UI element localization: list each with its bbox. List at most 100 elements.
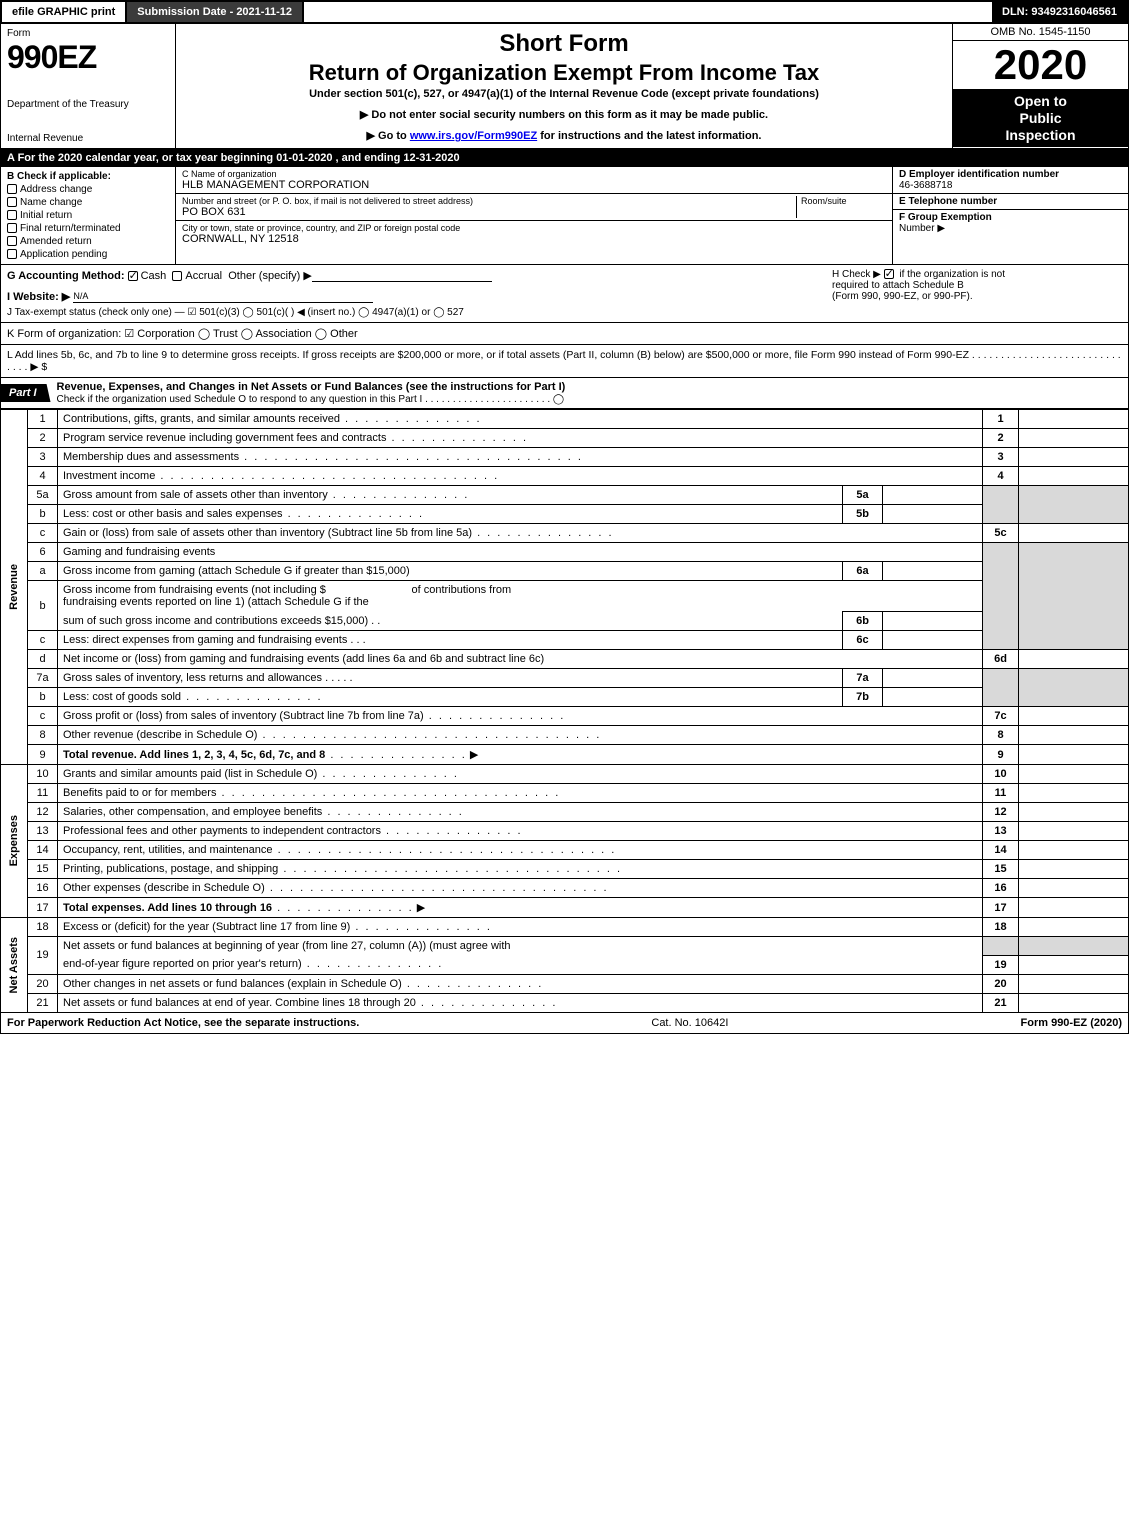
row-k: K Form of organization: ☑ Corporation ◯ … <box>0 323 1129 345</box>
line-6b-desc-2: sum of such gross income and contributio… <box>58 612 843 631</box>
line-6b-snum: 6b <box>843 612 883 631</box>
line-5c-val[interactable] <box>1019 524 1129 543</box>
other-specify-input[interactable] <box>312 270 492 282</box>
line-7b-num: b <box>28 688 58 707</box>
part-1-title-text: Revenue, Expenses, and Changes in Net As… <box>57 381 566 393</box>
line-3-num: 3 <box>28 448 58 467</box>
chk-address-change-label: Address change <box>20 184 92 195</box>
line-6a-desc: Gross income from gaming (attach Schedul… <box>58 562 843 581</box>
line-15-rnum: 15 <box>983 860 1019 879</box>
telephone-label: E Telephone number <box>899 196 1122 207</box>
line-6d-val[interactable] <box>1019 650 1129 669</box>
line-1-val[interactable] <box>1019 410 1129 429</box>
line-15-num: 15 <box>28 860 58 879</box>
line-13-val[interactable] <box>1019 822 1129 841</box>
line-6b-desc-1: Gross income from fundraising events (no… <box>58 581 983 612</box>
line-3-val[interactable] <box>1019 448 1129 467</box>
line-17-val[interactable] <box>1019 898 1129 918</box>
chk-initial-return[interactable] <box>7 210 17 220</box>
line-7a-snum: 7a <box>843 669 883 688</box>
line-7b-desc: Less: cost of goods sold <box>58 688 843 707</box>
line-12-val[interactable] <box>1019 803 1129 822</box>
right-header-box: OMB No. 1545-1150 2020 Open to Public In… <box>953 24 1128 148</box>
line-6b-sval[interactable] <box>883 612 983 631</box>
line-4-val[interactable] <box>1019 467 1129 486</box>
line-17-num: 17 <box>28 898 58 918</box>
line-2-val[interactable] <box>1019 429 1129 448</box>
chk-accrual[interactable] <box>172 271 182 281</box>
line-11-rnum: 11 <box>983 784 1019 803</box>
line-10-val[interactable] <box>1019 765 1129 784</box>
line-4-num: 4 <box>28 467 58 486</box>
line-7ab-shade <box>983 669 1019 707</box>
line-5b-sval[interactable] <box>883 505 983 524</box>
line-18-desc: Excess or (deficit) for the year (Subtra… <box>58 918 983 937</box>
line-5a-sval[interactable] <box>883 486 983 505</box>
line-14-val[interactable] <box>1019 841 1129 860</box>
subtitle: Under section 501(c), 527, or 4947(a)(1)… <box>309 88 819 100</box>
chk-address-change[interactable] <box>7 184 17 194</box>
line-2-rnum: 2 <box>983 429 1019 448</box>
line-11-desc: Benefits paid to or for members <box>58 784 983 803</box>
line-12-num: 12 <box>28 803 58 822</box>
line-13-desc: Professional fees and other payments to … <box>58 822 983 841</box>
line-6-shade-val <box>1019 543 1129 650</box>
line-5a-num: 5a <box>28 486 58 505</box>
chk-final-return[interactable] <box>7 223 17 233</box>
line-15-val[interactable] <box>1019 860 1129 879</box>
line-18-val[interactable] <box>1019 918 1129 937</box>
chk-name-change[interactable] <box>7 197 17 207</box>
line-12-desc: Salaries, other compensation, and employ… <box>58 803 983 822</box>
line-11-val[interactable] <box>1019 784 1129 803</box>
form-label: Form <box>7 28 169 39</box>
line-1-desc: Contributions, gifts, grants, and simila… <box>58 410 983 429</box>
open-to-public: Open to Public Inspection <box>953 89 1128 147</box>
ein-value: 46-3688718 <box>899 180 1122 191</box>
line-9-val[interactable] <box>1019 745 1129 765</box>
row-i-website: I Website: ▶ N/A <box>7 290 822 303</box>
line-6b-num: b <box>28 581 58 631</box>
col-d-ein: D Employer identification number 46-3688… <box>893 167 1128 264</box>
line-7a-sval[interactable] <box>883 669 983 688</box>
g-label: G Accounting Method: <box>7 270 125 282</box>
line-6c-sval[interactable] <box>883 631 983 650</box>
line-7ab-shade-val <box>1019 669 1129 707</box>
line-20-val[interactable] <box>1019 974 1129 993</box>
i-label: I Website: ▶ <box>7 291 70 303</box>
line-2-num: 2 <box>28 429 58 448</box>
dln-label: DLN: 93492316046561 <box>992 2 1127 22</box>
line-6d-rnum: 6d <box>983 650 1019 669</box>
line-6a-sval[interactable] <box>883 562 983 581</box>
line-21-val[interactable] <box>1019 993 1129 1012</box>
submission-date-button[interactable]: Submission Date - 2021-11-12 <box>127 2 304 22</box>
chk-amended-return[interactable] <box>7 236 17 246</box>
chk-schedule-b[interactable] <box>884 269 894 279</box>
line-21-rnum: 21 <box>983 993 1019 1012</box>
line-7b-sval[interactable] <box>883 688 983 707</box>
chk-name-change-label: Name change <box>20 197 82 208</box>
line-6-num: 6 <box>28 543 58 562</box>
line-15-desc: Printing, publications, postage, and shi… <box>58 860 983 879</box>
line-9-desc: Total revenue. Add lines 1, 2, 3, 4, 5c,… <box>58 745 983 765</box>
footer-right: Form 990-EZ (2020) <box>1021 1017 1122 1029</box>
chk-application-pending[interactable] <box>7 249 17 259</box>
line-8-val[interactable] <box>1019 726 1129 745</box>
line-13-rnum: 13 <box>983 822 1019 841</box>
line-7c-rnum: 7c <box>983 707 1019 726</box>
line-7b-snum: 7b <box>843 688 883 707</box>
main-title: Return of Organization Exempt From Incom… <box>309 60 820 86</box>
irs-link[interactable]: www.irs.gov/Form990EZ <box>410 130 537 142</box>
line-16-num: 16 <box>28 879 58 898</box>
efile-print-button[interactable]: efile GRAPHIC print <box>2 2 127 22</box>
line-7c-val[interactable] <box>1019 707 1129 726</box>
org-name-label: C Name of organization <box>182 169 886 179</box>
line-19-val[interactable] <box>1019 955 1129 974</box>
line-5c-desc: Gain or (loss) from sale of assets other… <box>58 524 983 543</box>
line-11-num: 11 <box>28 784 58 803</box>
chk-cash[interactable] <box>128 271 138 281</box>
row-l: L Add lines 5b, 6c, and 7b to line 9 to … <box>0 345 1129 378</box>
line-5a-desc: Gross amount from sale of assets other t… <box>58 486 843 505</box>
line-16-val[interactable] <box>1019 879 1129 898</box>
city-value: CORNWALL, NY 12518 <box>182 233 886 245</box>
line-9-rnum: 9 <box>983 745 1019 765</box>
